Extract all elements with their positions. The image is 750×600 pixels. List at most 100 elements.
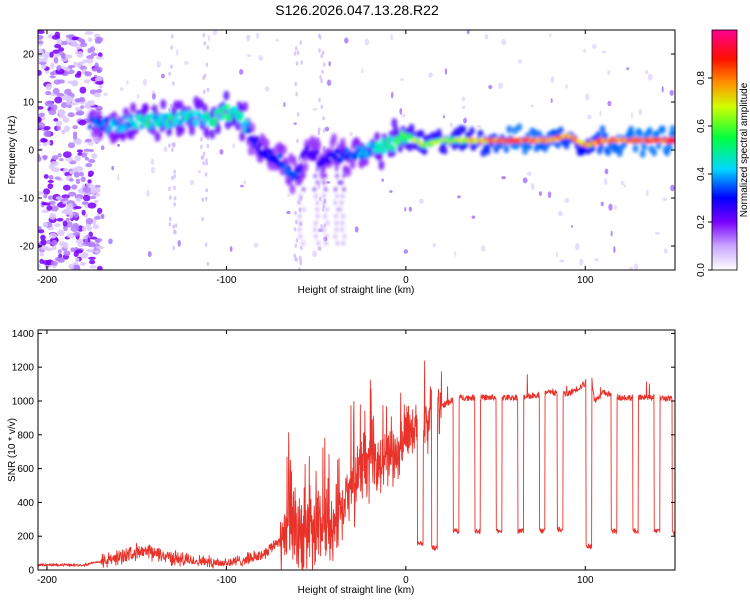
ridge-halo (203, 127, 210, 138)
noise-speck (42, 222, 49, 228)
noise-streak (173, 174, 176, 179)
ridge-core (336, 149, 341, 155)
noise-speck (497, 82, 503, 89)
ridge-core (345, 147, 350, 153)
ridge-halo (302, 161, 309, 172)
noise-speck (94, 250, 100, 254)
noise-speck (87, 101, 96, 107)
noise-speck (75, 178, 81, 185)
noise-speck (662, 197, 668, 202)
noise-speck (61, 194, 70, 199)
ridge-halo (408, 123, 415, 132)
noise-speck (570, 224, 573, 228)
ridge-halo (197, 98, 204, 109)
noise-speck (52, 49, 60, 54)
ridge-halo (315, 140, 322, 151)
spectrogram-ridge (87, 90, 675, 246)
noise-speck (56, 38, 63, 45)
ridge-core (201, 120, 207, 126)
noise-speck (87, 179, 92, 184)
snr-x-tick-label: -100 (216, 575, 236, 586)
ridge-core (243, 118, 249, 124)
ridge-halo (97, 130, 104, 141)
noise-speck (50, 104, 58, 111)
noise-speck (51, 239, 58, 246)
noise-speck (45, 90, 52, 96)
spectrogram-y-tick-label: 0 (28, 146, 34, 157)
noise-speck (555, 251, 558, 258)
spectrogram-y-tick-label: 20 (23, 50, 35, 61)
noise-streak (298, 255, 302, 261)
ridge-core (374, 141, 379, 147)
noise-speck (488, 85, 493, 90)
noise-speck (547, 191, 552, 199)
ridge-halo (223, 90, 230, 101)
ridge-spike (301, 241, 305, 246)
noise-speck (67, 142, 76, 149)
ridge-halo (263, 138, 270, 149)
noise-speck (399, 107, 403, 115)
noise-speck (620, 180, 625, 186)
noise-streak (168, 222, 172, 227)
ridge-core (153, 115, 158, 121)
noise-speck (119, 87, 124, 91)
noise-speck (82, 194, 91, 202)
ridge-halo (671, 130, 675, 139)
ridge-halo (122, 107, 129, 118)
ridge-halo (563, 141, 570, 150)
noise-speck (283, 102, 286, 108)
noise-speck (538, 191, 542, 197)
noise-streak (295, 61, 299, 66)
snr-y-tick-label: 1400 (12, 329, 35, 340)
ridge-core (194, 120, 199, 126)
noise-streak (294, 46, 298, 51)
ridge-halo (651, 148, 658, 157)
noise-streak (294, 210, 297, 216)
noise-streak (171, 34, 174, 39)
noise-streak (317, 246, 321, 251)
snr-plot-area (38, 330, 675, 570)
noise-streak (200, 144, 203, 150)
noise-speck (38, 40, 44, 45)
noise-speck (71, 184, 78, 190)
ridge-core (233, 106, 238, 112)
noise-streak (296, 50, 300, 55)
noise-streak (206, 143, 210, 149)
ridge-spike (333, 200, 337, 205)
ridge-spike (334, 220, 338, 225)
noise-speck (87, 37, 93, 43)
ridge-spike (298, 234, 302, 239)
noise-speck (212, 30, 218, 36)
noise-streak (321, 69, 324, 74)
noise-speck (151, 93, 156, 100)
ridge-core (138, 114, 143, 120)
noise-speck (501, 176, 507, 180)
noise-speck (98, 84, 104, 89)
ridge-halo (178, 124, 185, 135)
noise-speck (549, 33, 552, 38)
ridge-spike (312, 187, 316, 192)
noise-speck (53, 56, 59, 64)
ridge-spike (333, 234, 337, 239)
noise-speck (229, 246, 233, 252)
noise-streak (170, 45, 173, 50)
noise-speck (177, 239, 181, 247)
spectrogram-x-tick-label: -100 (216, 275, 236, 286)
ridge-core (134, 122, 139, 128)
noise-streak (202, 32, 206, 38)
noise-speck (38, 48, 43, 52)
noise-speck (610, 230, 613, 237)
ridge-spike (343, 234, 347, 239)
noise-speck (670, 184, 675, 192)
noise-speck (66, 203, 74, 211)
ridge-halo (143, 103, 150, 114)
noise-speck (38, 69, 42, 76)
noise-speck (390, 34, 394, 41)
noise-speck (43, 188, 51, 195)
noise-speck (42, 141, 48, 147)
noise-speck (50, 62, 55, 70)
noise-speck (629, 266, 633, 270)
noise-speck (565, 84, 568, 89)
ridge-core (191, 109, 196, 116)
